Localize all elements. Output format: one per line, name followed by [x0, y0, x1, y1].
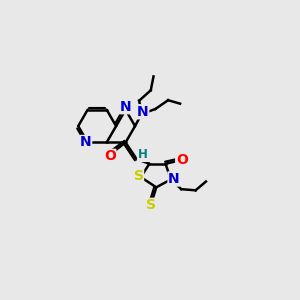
- Text: N: N: [137, 105, 149, 119]
- Text: O: O: [176, 153, 188, 167]
- Text: S: S: [146, 198, 156, 212]
- Text: H: H: [137, 148, 147, 161]
- Text: N: N: [80, 136, 92, 149]
- Text: N: N: [168, 172, 180, 186]
- Text: N: N: [120, 100, 131, 114]
- Text: O: O: [104, 149, 116, 164]
- Text: S: S: [134, 169, 143, 183]
